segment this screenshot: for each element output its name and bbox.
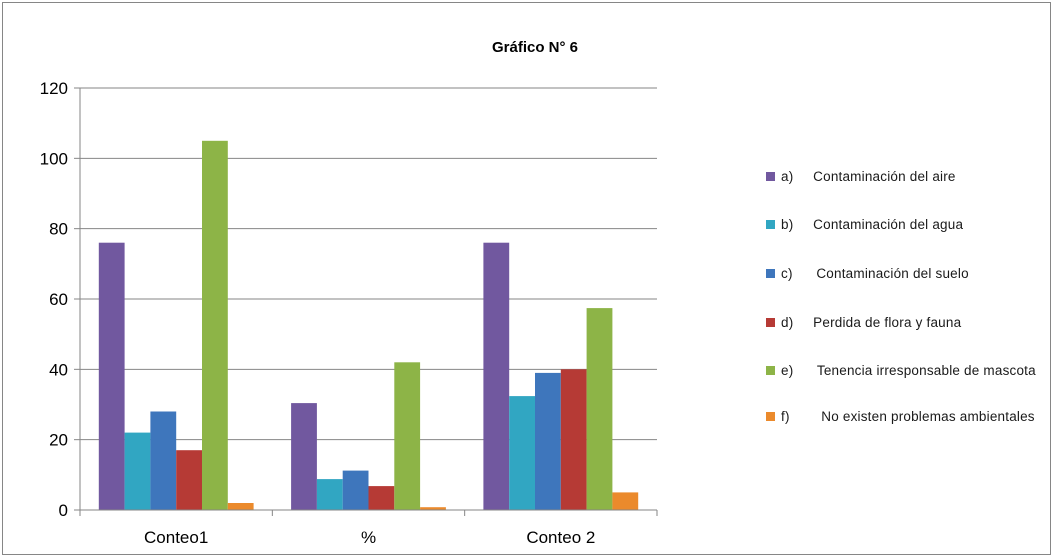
legend-label: d) Perdida de flora y fauna [781, 315, 962, 330]
legend-label: e) Tenencia irresponsable de mascota [781, 363, 1036, 378]
legend-label: a) Contaminación del aire [781, 169, 956, 184]
bar-conteo1-series-3 [150, 411, 177, 510]
y-tick-label: 20 [49, 431, 68, 450]
bar--series-1 [291, 403, 317, 510]
y-tick-label: 60 [49, 290, 68, 309]
bar-conteo1-series-2 [124, 432, 151, 510]
x-tick-labels: Conteo1% Conteo 2 [144, 528, 595, 547]
legend-item: d) Perdida de flora y fauna [766, 314, 961, 331]
legend-item: e) Tenencia irresponsable de mascota [766, 362, 1036, 379]
y-tick-labels: 0 20 40 60 80 100 120 [40, 79, 68, 520]
legend-label: c) Contaminación del suelo [781, 266, 969, 281]
legend-swatch [766, 318, 775, 327]
bar-conteo1-series-6 [227, 503, 254, 510]
bars [98, 140, 639, 511]
y-tick-label: 0 [59, 501, 68, 520]
bar-conteo2-series-2 [509, 396, 535, 510]
legend-item: c) Contaminación del suelo [766, 265, 969, 282]
legend-item: f) No existen problemas ambientales [766, 408, 1035, 425]
bar--series-6 [420, 507, 446, 510]
bar--series-5 [394, 362, 421, 510]
legend-swatch [766, 412, 775, 421]
legend-swatch [766, 220, 775, 229]
x-tick-label: Conteo 2 [526, 528, 595, 547]
bar-conteo1-series-5 [202, 140, 228, 511]
bar--series-4 [368, 486, 395, 510]
legend-swatch [766, 172, 775, 181]
bar-conteo2-series-4 [560, 369, 587, 510]
bar-conteo2-series-6 [612, 492, 639, 510]
bar-conteo1-series-1 [98, 242, 125, 510]
legend-item: b) Contaminación del agua [766, 216, 963, 233]
x-tick-label: Conteo1 [144, 528, 208, 547]
legend-swatch [766, 366, 775, 375]
legend-label: f) No existen problemas ambientales [781, 409, 1035, 424]
bar-conteo2-series-3 [535, 372, 561, 510]
legend-label: b) Contaminación del agua [781, 217, 964, 232]
y-tick-label: 40 [49, 360, 68, 379]
bar--series-3 [342, 470, 369, 510]
y-tick-label: 100 [40, 149, 68, 168]
legend-swatch [766, 269, 775, 278]
legend-item: a) Contaminación del aire [766, 168, 956, 185]
bar--series-2 [316, 479, 343, 510]
bar-conteo1-series-4 [176, 450, 202, 510]
y-tick-label: 120 [40, 79, 68, 98]
axes [79, 88, 658, 516]
bar-conteo2-series-1 [483, 242, 510, 510]
bar-conteo2-series-5 [586, 308, 613, 510]
chart-title: Gráfico N° 6 [492, 39, 578, 56]
x-tick-label: % [361, 528, 376, 547]
y-tick-label: 80 [49, 220, 68, 239]
